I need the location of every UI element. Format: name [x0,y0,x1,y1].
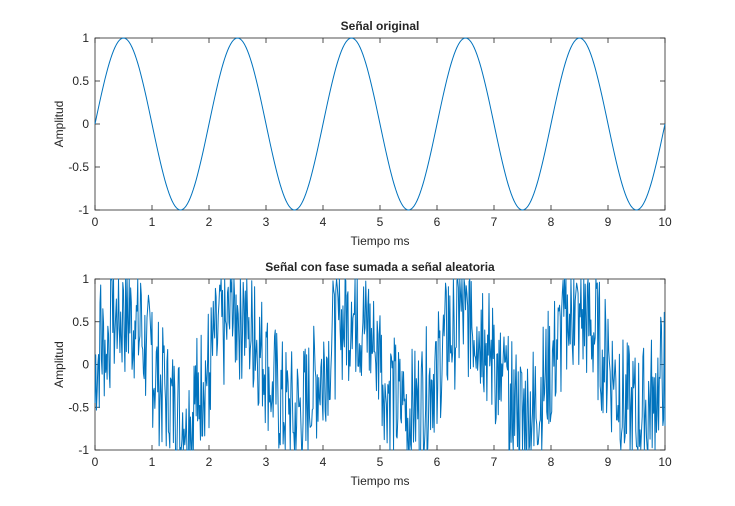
x-axis-label: Tiempo ms [351,234,410,248]
x-tick-label: 8 [548,455,555,469]
x-tick-label: 1 [149,215,156,229]
y-tick-label: 0.5 [72,74,89,88]
x-tick-label: 3 [263,455,270,469]
x-tick-label: 10 [658,215,672,229]
x-tick-label: 0 [92,455,99,469]
x-tick-label: 9 [605,215,612,229]
y-tick-label: -1 [78,443,89,457]
x-tick-label: 7 [491,455,498,469]
x-tick-label: 6 [434,455,441,469]
chart-title: Señal original [341,19,420,33]
y-tick-label: 0 [82,358,89,372]
x-tick-label: 8 [548,215,555,229]
x-tick-label: 9 [605,455,612,469]
x-tick-label: 5 [377,215,384,229]
x-tick-label: 6 [434,215,441,229]
y-axis-label: Amplitud [52,341,66,388]
x-tick-label: 3 [263,215,270,229]
y-tick-label: 1 [82,31,89,45]
y-tick-label: -0.5 [68,160,89,174]
y-tick-label: -1 [78,203,89,217]
y-tick-label: 0 [82,117,89,131]
x-axis-label: Tiempo ms [351,474,410,488]
series-line [94,37,666,211]
y-axis-label: Amplitud [52,101,66,148]
y-tick-label: -0.5 [68,400,89,414]
axes-senal-original: Señal original 0 1 2 3 4 5 6 7 8 9 10 -1 -0.5 0 0.5 1 Tie… [52,19,672,248]
y-tick-label: 1 [82,272,89,286]
series-line [94,278,666,451]
x-tick-label: 4 [320,455,327,469]
x-tick-label: 0 [92,215,99,229]
chart-title: Señal con fase sumada a señal aleatoria [265,260,495,274]
x-tick-label: 2 [206,455,213,469]
x-tick-label: 2 [206,215,213,229]
x-tick-label: 10 [658,455,672,469]
x-tick-label: 5 [377,455,384,469]
axes-senal-con-fase: Señal con fase sumada a señal aleatoria 0… [52,260,672,488]
x-tick-label: 7 [491,215,498,229]
x-tick-label: 1 [149,455,156,469]
y-tick-label: 0.5 [72,315,89,329]
x-tick-label: 4 [320,215,327,229]
